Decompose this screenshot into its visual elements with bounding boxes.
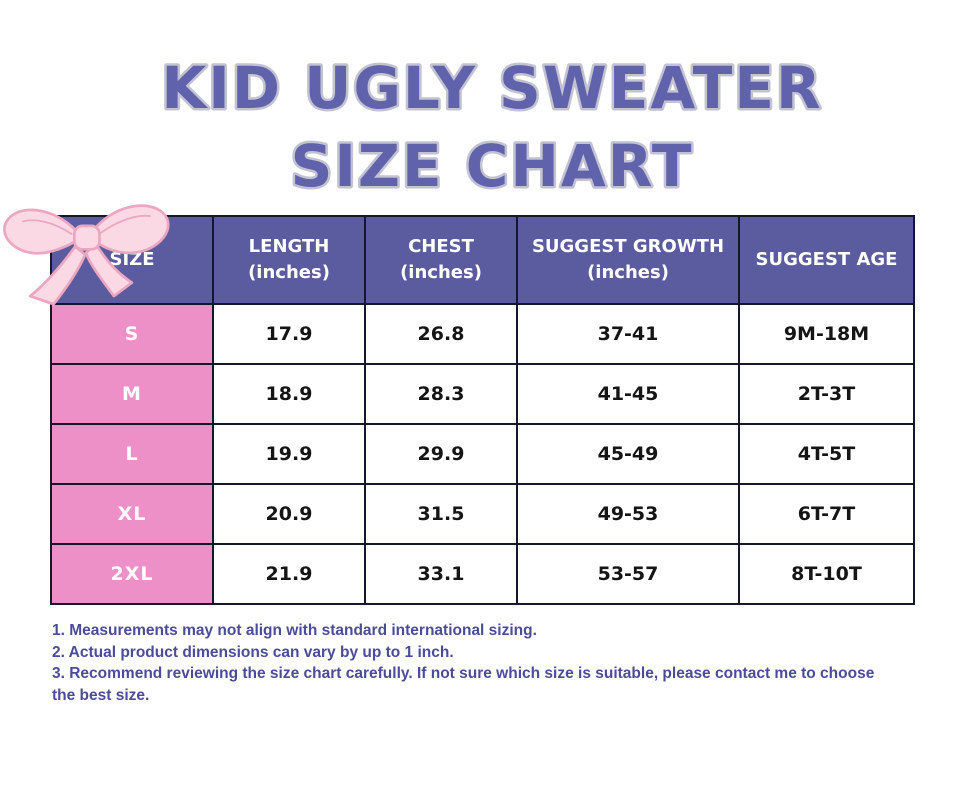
growth-cell: 53-57: [516, 543, 740, 605]
chest-cell: 31.5: [364, 483, 518, 545]
column-header-sub: (inches): [400, 262, 482, 283]
column-header-label: SUGGEST GROWTH: [531, 236, 725, 257]
length-cell: 19.9: [212, 423, 366, 485]
column-header-age: SUGGEST AGE: [738, 215, 915, 305]
growth-cell: 37-41: [516, 303, 740, 365]
table-row-m: M 18.9 28.3 41-45 2T-3T: [50, 363, 915, 425]
chest-cell: 26.8: [364, 303, 518, 365]
table-row-2xl: 2XL 21.9 33.1 53-57 8T-10T: [50, 543, 915, 605]
age-cell: 8T-10T: [738, 543, 915, 605]
growth-cell: 41-45: [516, 363, 740, 425]
column-header-length: LENGTH (inches): [212, 215, 366, 305]
growth-cell: 45-49: [516, 423, 740, 485]
size-label-cell: S: [50, 303, 214, 365]
age-cell: 2T-3T: [738, 363, 915, 425]
column-header-sub: (inches): [248, 262, 330, 283]
header-row: SIZE LENGTH (inches) CHEST (inches) SUGG…: [50, 215, 915, 305]
length-cell: 21.9: [212, 543, 366, 605]
title-line-1: KID UGLY SWEATER: [161, 54, 822, 122]
title-line-2: SIZE CHART: [291, 132, 694, 200]
chest-cell: 28.3: [364, 363, 518, 425]
chest-cell: 29.9: [364, 423, 518, 485]
column-header-sub: (inches): [587, 262, 669, 283]
column-header-label: CHEST: [408, 236, 474, 257]
length-cell: 18.9: [212, 363, 366, 425]
growth-cell: 49-53: [516, 483, 740, 545]
page-title: KID UGLY SWEATER SIZE CHART: [159, 52, 823, 203]
column-header-growth: SUGGEST GROWTH (inches): [516, 215, 740, 305]
size-label-cell: L: [50, 423, 214, 485]
length-cell: 17.9: [212, 303, 366, 365]
column-header-label: SIZE: [109, 249, 155, 270]
table-row-s: S 17.9 26.8 37-41 9M-18M: [50, 303, 915, 365]
column-header-chest: CHEST (inches): [364, 215, 518, 305]
chest-cell: 33.1: [364, 543, 518, 605]
column-header-label: SUGGEST AGE: [755, 249, 898, 270]
size-label-cell: M: [50, 363, 214, 425]
length-cell: 20.9: [212, 483, 366, 545]
size-label-cell: 2XL: [50, 543, 214, 605]
age-cell: 6T-7T: [738, 483, 915, 545]
ribbon-bow-icon: [3, 204, 170, 306]
table-row-xl: XL 20.9 31.5 49-53 6T-7T: [50, 483, 915, 545]
footnote-2: 2. Actual product dimensions can vary by…: [52, 643, 454, 661]
size-chart-table: SIZE LENGTH (inches) CHEST (inches) SUGG…: [50, 215, 915, 605]
column-header-label: LENGTH: [248, 236, 330, 257]
footnote-1: 1. Measurements may not align with stand…: [52, 622, 537, 639]
footnotes: 1. Measurements may not align with stand…: [52, 620, 884, 706]
table-row-l: L 19.9 29.9 45-49 4T-5T: [50, 423, 915, 485]
age-cell: 4T-5T: [738, 423, 915, 485]
age-cell: 9M-18M: [738, 303, 915, 365]
footnote-3: 3. Recommend reviewing the size chart ca…: [52, 665, 875, 704]
size-label-cell: XL: [50, 483, 214, 545]
